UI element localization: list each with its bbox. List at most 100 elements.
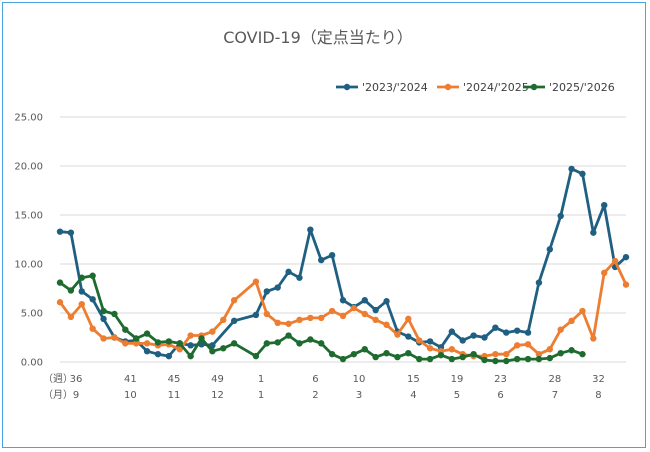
y-axis-ticks: 0.00 5.00 10.00 15.00 20.00 25.00 [14, 113, 43, 369]
data-point [122, 340, 129, 347]
week-tick-label: 36 [70, 374, 83, 385]
y-tick-label: 0.00 [21, 358, 43, 369]
data-point [263, 310, 271, 318]
data-point [209, 328, 216, 335]
data-point [78, 274, 85, 281]
data-point [296, 340, 303, 347]
data-point [339, 312, 347, 320]
data-point [111, 334, 118, 341]
data-point [622, 281, 630, 288]
data-point [361, 297, 368, 304]
data-point [350, 304, 358, 312]
data-point [67, 229, 75, 236]
data-point [383, 321, 390, 328]
data-point [383, 298, 390, 305]
data-point [513, 342, 521, 349]
data-point [459, 353, 466, 361]
data-point [405, 349, 412, 357]
data-point [122, 326, 129, 333]
y-tick-label: 5.00 [21, 309, 43, 320]
data-point [524, 341, 532, 348]
data-point [361, 346, 368, 353]
data-point [143, 330, 151, 337]
week-tick-label: 49 [211, 374, 224, 385]
data-point [176, 340, 183, 347]
data-point [557, 349, 564, 357]
data-point [318, 340, 325, 347]
month-tick-label: 11 [168, 390, 181, 401]
data-point [481, 334, 488, 341]
y-tick-label: 10.00 [14, 260, 43, 271]
y-tick-label: 20.00 [14, 162, 43, 173]
x-axis-ticks: （週）（月）36 41 45 49 1 6 10 15 19 23 28 329 10 11 12 1 2 3 4 5… [43, 373, 605, 401]
data-point [111, 310, 118, 318]
series-line [59, 167, 627, 358]
data-point [100, 315, 107, 323]
week-tick-label: 10 [353, 374, 366, 385]
week-tick-label: 15 [407, 374, 420, 385]
month-tick-label: 9 [73, 390, 79, 401]
data-point [187, 352, 194, 360]
data-point [318, 256, 325, 264]
data-point [220, 316, 227, 324]
data-point [56, 299, 64, 306]
data-point [165, 338, 173, 345]
data-point [372, 306, 379, 314]
month-tick-label: 6 [497, 390, 503, 401]
data-point [372, 353, 379, 361]
series-line [58, 259, 628, 358]
data-point [503, 350, 510, 358]
data-point [263, 288, 271, 295]
data-point [535, 355, 543, 363]
data-point [426, 345, 434, 352]
data-point [263, 340, 271, 347]
data-point [165, 352, 173, 360]
data-point [448, 355, 456, 363]
data-point [394, 331, 401, 338]
data-point [285, 332, 292, 339]
data-point [568, 317, 575, 325]
data-point [568, 165, 575, 173]
legend-swatch-marker [530, 83, 538, 91]
data-point [405, 315, 412, 323]
week-tick-label: 6 [312, 374, 318, 385]
data-point [187, 342, 194, 349]
week-tick-label: 23 [494, 374, 507, 385]
data-point [209, 342, 216, 349]
data-point [187, 332, 194, 339]
data-point [132, 340, 140, 347]
data-point [535, 350, 543, 358]
data-point [524, 355, 532, 363]
data-point [220, 345, 227, 352]
data-point [143, 348, 151, 355]
data-point [405, 333, 412, 340]
week-axis-label: （週） [43, 373, 73, 385]
data-point [67, 287, 75, 294]
data-point [252, 311, 260, 319]
data-point [285, 320, 292, 327]
month-tick-label: 12 [211, 390, 224, 401]
week-tick-label: 41 [124, 374, 137, 385]
week-tick-label: 19 [451, 374, 464, 385]
data-point [230, 297, 238, 304]
week-tick-label: 28 [549, 374, 562, 385]
data-point [415, 337, 423, 344]
data-point [372, 316, 379, 324]
data-point [546, 246, 554, 253]
data-point [56, 279, 64, 286]
month-tick-label: 4 [410, 390, 416, 401]
month-axis-label: （月） [43, 389, 73, 401]
data-point [307, 226, 314, 233]
data-point [513, 327, 521, 334]
data-point [437, 351, 445, 359]
data-point [285, 268, 292, 276]
series-layer [56, 165, 630, 365]
data-point [328, 251, 336, 259]
data-point [154, 350, 162, 358]
data-point [557, 212, 564, 220]
data-point [426, 355, 434, 363]
data-point [492, 324, 499, 331]
data-point [590, 335, 597, 342]
data-point [307, 314, 314, 322]
